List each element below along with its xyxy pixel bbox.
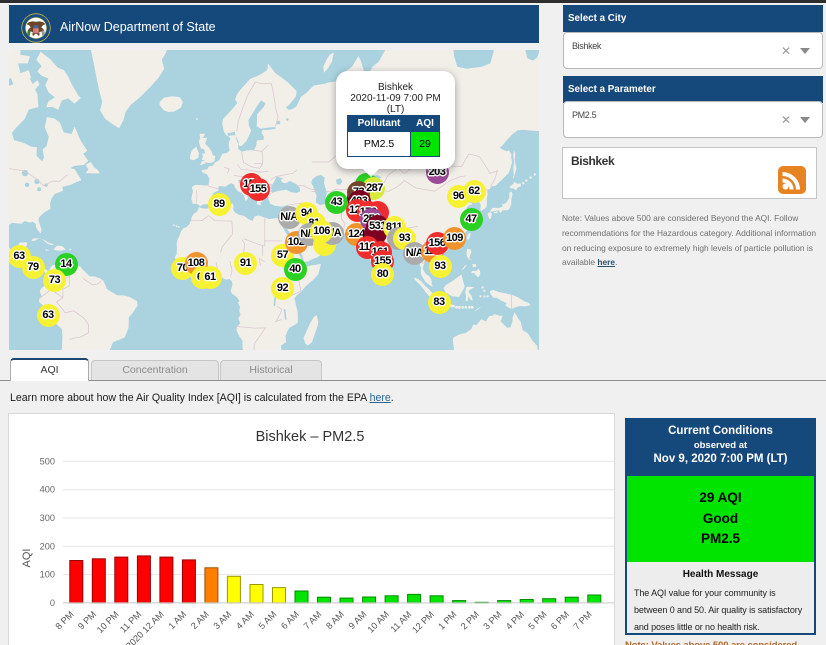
svg-text:8 PM: 8 PM — [53, 609, 75, 631]
svg-text:400: 400 — [39, 484, 54, 494]
svg-text:100: 100 — [39, 569, 54, 579]
svg-text:1 PM: 1 PM — [436, 609, 458, 631]
svg-text:4 PM: 4 PM — [503, 609, 525, 631]
svg-text:AQI: AQI — [21, 548, 33, 567]
svg-text:2 AM: 2 AM — [188, 609, 210, 631]
svg-text:11 AM: 11 AM — [388, 609, 413, 634]
svg-text:12 PM: 12 PM — [410, 609, 436, 635]
svg-text:2 PM: 2 PM — [458, 609, 480, 631]
svg-text:3 AM: 3 AM — [211, 609, 233, 631]
svg-text:6 AM: 6 AM — [279, 609, 301, 631]
svg-text:500: 500 — [39, 456, 54, 466]
svg-text:5 PM: 5 PM — [526, 609, 548, 631]
svg-text:200: 200 — [39, 541, 54, 551]
svg-text:300: 300 — [39, 513, 54, 523]
svg-text:10 AM: 10 AM — [365, 609, 390, 634]
svg-text:10 PM: 10 PM — [94, 609, 120, 635]
svg-text:3 PM: 3 PM — [481, 609, 503, 631]
svg-text:4 AM: 4 AM — [234, 609, 256, 631]
svg-text:7 AM: 7 AM — [301, 609, 323, 631]
svg-text:Bishkek – PM2.5: Bishkek – PM2.5 — [255, 429, 364, 445]
svg-text:7 PM: 7 PM — [571, 609, 593, 631]
svg-text:0: 0 — [49, 597, 54, 607]
svg-text:1 AM: 1 AM — [166, 609, 188, 631]
svg-text:6 PM: 6 PM — [548, 609, 570, 631]
svg-text:5 AM: 5 AM — [256, 609, 278, 631]
svg-text:8 AM: 8 AM — [324, 609, 346, 631]
